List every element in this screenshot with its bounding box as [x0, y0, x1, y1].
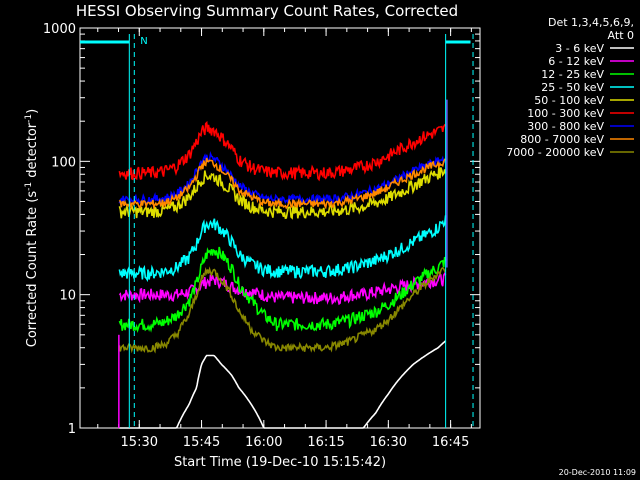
legend-entry-label: 800 - 7000 keV [520, 133, 604, 146]
series-line [118, 271, 447, 306]
plot-area [79, 27, 481, 429]
y-tick-label: 1000 [43, 22, 76, 37]
series-layer [118, 120, 447, 429]
legend-entry-label: 12 - 25 keV [541, 68, 604, 81]
y-tick-label: 10 [59, 289, 76, 304]
legend-entry-label: 3 - 6 keV [555, 42, 604, 55]
y-axis-label-main: Corrected Count Rate (s [25, 191, 40, 348]
y-axis: 1 10 100 1000 [43, 22, 480, 437]
annotation-n: N [140, 36, 147, 47]
x-tick-label: 16:15 [307, 435, 344, 450]
series-line [119, 340, 447, 429]
timestamp: 20-Dec-2010 11:09 [559, 468, 636, 477]
y-axis-label-mid: detector [25, 122, 40, 182]
y-tick-label: 1 [68, 422, 76, 437]
y-axis-label: Corrected Count Rate (s-1 detector-1) [24, 109, 40, 347]
legend-entry-label: 6 - 12 keV [548, 55, 604, 68]
series-line [118, 120, 446, 182]
legend-header-1: Det 1,3,4,5,6,9, [548, 16, 634, 29]
legend-entry-label: 50 - 100 keV [534, 94, 604, 107]
x-tick-label: 15:30 [121, 435, 158, 450]
series-line [118, 246, 447, 334]
legend-entry-label: 7000 - 20000 keV [506, 146, 604, 159]
x-tick-label: 16:45 [432, 435, 469, 450]
chart-title: HESSI Observing Summary Count Rates, Cor… [76, 2, 458, 20]
x-axis-label: Start Time (19-Dec-10 15:15:42) [174, 455, 386, 470]
plot-border [79, 27, 481, 429]
series-line [118, 215, 447, 283]
y-axis-label-end: ) [25, 109, 40, 114]
y-tick-label: 100 [51, 155, 76, 170]
legend-entry-label: 100 - 300 keV [527, 107, 604, 120]
x-tick-label: 16:00 [245, 435, 282, 450]
y-axis-label-exp1: -1 [24, 182, 34, 191]
x-tick-label: 15:45 [183, 435, 220, 450]
legend-entry-label: 25 - 50 keV [541, 81, 604, 94]
x-tick-label: 16:30 [370, 435, 407, 450]
y-axis-label-exp2: -1 [24, 114, 34, 123]
x-axis: 15:30 15:45 16:00 16:15 16:30 16:45 [97, 28, 472, 450]
series-line [118, 157, 446, 210]
series-line [118, 166, 447, 220]
annotations: N [80, 34, 474, 428]
series-line [118, 266, 447, 354]
legend-header-2: Att 0 [608, 29, 634, 42]
legend-entry-label: 300 - 800 keV [527, 120, 604, 133]
